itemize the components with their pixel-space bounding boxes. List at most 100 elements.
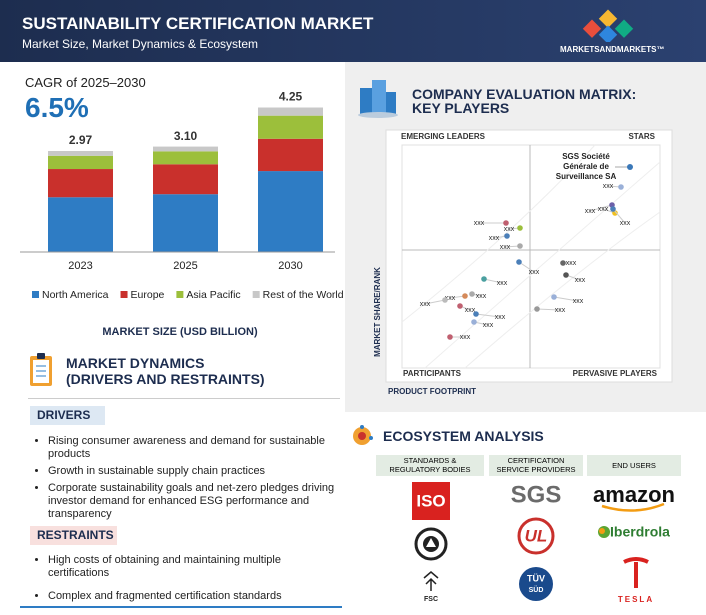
heading-line: STANDARDS &	[403, 456, 457, 465]
company-label: xxx	[620, 220, 631, 227]
company-dot	[517, 243, 523, 249]
company-label: xxx	[495, 314, 506, 321]
bar-segment	[48, 169, 113, 198]
x-axis-label: PRODUCT FOOTPRINT	[388, 387, 476, 396]
company-label: xxx	[500, 244, 511, 251]
bar-segment	[258, 107, 323, 116]
company-dot	[560, 260, 566, 266]
x-tick-label: 2025	[173, 260, 197, 272]
y-axis-label: MARKET SHARE/RANK	[373, 267, 382, 357]
company-label: xxx	[420, 301, 431, 308]
bar-segment	[153, 194, 218, 252]
company-dot	[516, 259, 522, 265]
matrix-title: COMPANY EVALUATION MATRIX:	[412, 86, 637, 102]
company-dot	[462, 293, 468, 299]
bar-segment	[153, 151, 218, 165]
drivers-heading: DRIVERS	[30, 406, 105, 425]
quadrant-label: STARS	[628, 132, 655, 141]
company-dot	[473, 311, 479, 317]
company-label: xxx	[566, 260, 577, 267]
leader-line	[612, 208, 626, 224]
company-label: xxx	[476, 293, 487, 300]
header-title: SUSTAINABILITY CERTIFICATION MARKET	[22, 14, 374, 33]
legend-label: Asia Pacific	[186, 289, 240, 301]
legend-swatch	[32, 291, 39, 298]
legend-label: Europe	[131, 289, 165, 301]
restraints-heading: RESTRAINTS	[30, 526, 117, 545]
company-dot	[563, 272, 569, 278]
company-label: xxx	[555, 307, 566, 314]
heading-line: CERTIFICATION	[507, 456, 565, 465]
brand-logo	[582, 9, 634, 42]
drivers-list: Rising consumer awareness and demand for…	[32, 435, 340, 525]
company-dot	[627, 164, 633, 170]
company-label: xxx	[445, 295, 456, 302]
company-dot	[551, 294, 557, 300]
total-label: 4.25	[279, 90, 303, 104]
heading-line: REGULATORY BODIES	[389, 465, 471, 474]
company-label: xxx	[598, 206, 609, 213]
logo-fsc: FSC	[424, 596, 438, 603]
matrix-chart: EMERGING LEADERS STARS PARTICIPANTS PERV…	[373, 129, 673, 396]
market-chart: 2.97 2023 3.10 2025 4.25 2030 North America Eur…	[20, 90, 344, 338]
bar-segment	[258, 138, 323, 172]
company-label: xxx	[465, 307, 476, 314]
quadrant-label: PERVASIVE PLAYERS	[573, 369, 658, 378]
heading-line: SERVICE PROVIDERS	[496, 465, 576, 474]
company-dot	[481, 276, 487, 282]
restraint-item: High costs of obtaining and maintaining …	[48, 554, 340, 580]
quadrant-label: PARTICIPANTS	[403, 369, 462, 378]
logo-ul: UL	[525, 526, 548, 545]
leader-line	[424, 299, 446, 305]
company-dot	[471, 319, 477, 325]
logo-tuv: SÜD	[529, 585, 544, 594]
highlight-label: Générale de	[563, 162, 609, 171]
legend-swatch	[252, 291, 260, 298]
dynamics-title: MARKET DYNAMICS	[66, 355, 205, 371]
company-label: xxx	[504, 226, 515, 233]
legend-swatch	[176, 291, 184, 298]
brand-name: MARKETSANDMARKETS™	[560, 45, 665, 54]
separator	[28, 398, 340, 399]
company-label: xxx	[497, 280, 508, 287]
company-dot	[442, 297, 448, 303]
driver-item: Rising consumer awareness and demand for…	[48, 435, 340, 461]
x-tick-label: 2023	[68, 260, 92, 272]
legend-label: Rest of the World	[263, 289, 344, 301]
logo-iberdrola: Iberdrola	[610, 524, 670, 540]
company-dot	[517, 225, 523, 231]
leader-line	[518, 261, 535, 273]
restraint-item: Complex and fragmented certification sta…	[48, 590, 340, 603]
column-heading: CERTIFICATION SERVICE PROVIDERS	[489, 455, 583, 476]
quadrant-label: EMERGING LEADERS	[401, 132, 486, 141]
leader-line	[536, 308, 561, 311]
bar-segment	[258, 171, 323, 252]
company-label: xxx	[489, 235, 500, 242]
company-dot	[447, 334, 453, 340]
company-label: xxx	[460, 334, 471, 341]
company-dot	[457, 303, 463, 309]
legend-swatch	[120, 291, 128, 298]
bar-segment	[258, 115, 323, 139]
logo-sgs: SGS	[511, 481, 562, 508]
bar-segment	[48, 155, 113, 170]
cagr-value: 6.5%	[25, 92, 89, 123]
leader-line	[553, 296, 579, 302]
company-dot	[469, 291, 475, 297]
company-dot	[504, 233, 510, 239]
company-dot	[610, 206, 616, 212]
highlight-label: SGS Société	[562, 152, 610, 161]
company-dot	[534, 306, 540, 312]
column-heading: STANDARDS & REGULATORY BODIES	[376, 455, 484, 476]
company-dot	[618, 184, 624, 190]
column-heading: END USERS	[587, 455, 681, 476]
company-dot	[503, 220, 509, 226]
company-label: xxx	[529, 269, 540, 276]
company-label: xxx	[575, 277, 586, 284]
company-label: xxx	[474, 220, 485, 227]
ecosystem-title: ECOSYSTEM ANALYSIS	[383, 428, 544, 444]
company-label: xxx	[573, 298, 584, 305]
dynamics-subtitle: (DRIVERS AND RESTRAINTS)	[66, 371, 265, 387]
bar-segment	[48, 151, 113, 156]
